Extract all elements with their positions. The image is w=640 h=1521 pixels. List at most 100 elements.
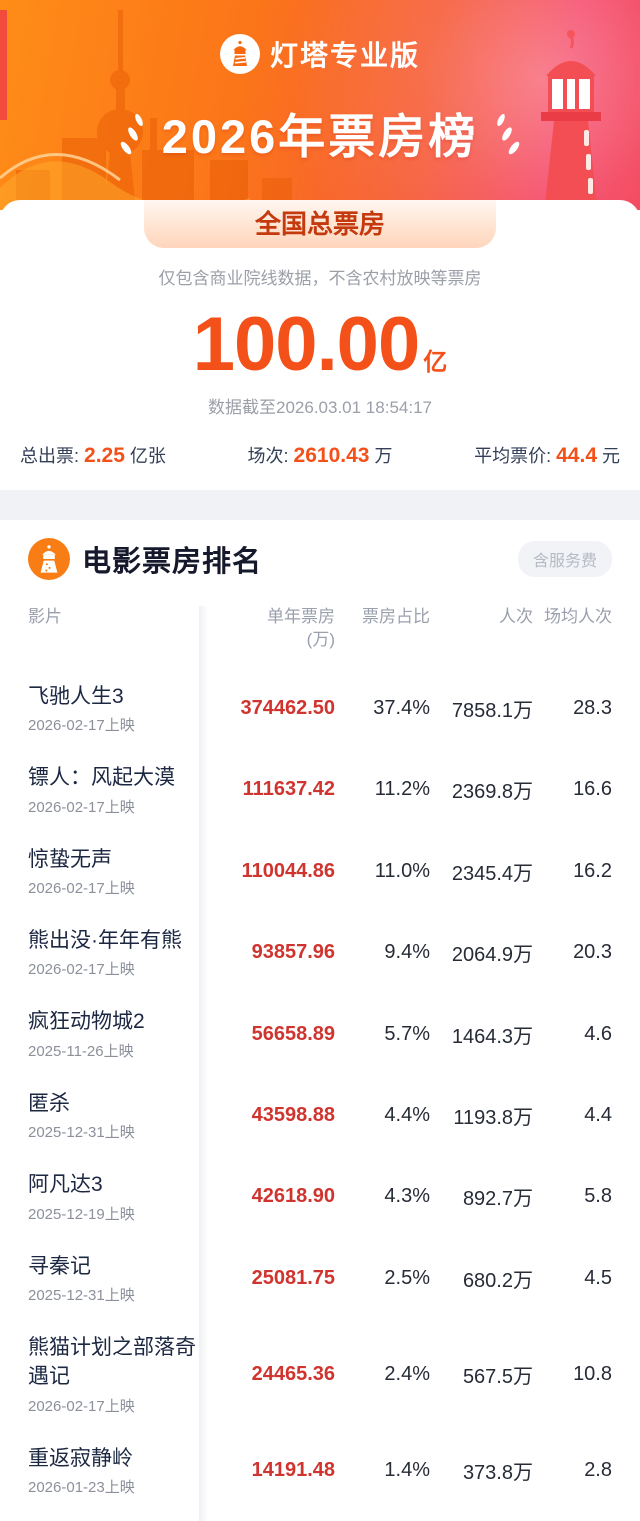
section-divider: [0, 490, 640, 520]
movie-release-date: 2026-02-17上映: [28, 798, 135, 816]
card-subtitle: 仅包含商业院线数据，不含农村放映等票房: [158, 269, 482, 288]
total-box-office: 100.00 亿: [0, 307, 640, 383]
per-show-value: 10.8: [573, 1362, 612, 1385]
box-office-value: 14191.48: [251, 1458, 335, 1481]
per-show-value: 16.6: [573, 778, 612, 801]
box-office-value: 43598.88: [251, 1104, 335, 1127]
movie-title: 熊猫计划之部落奇遇记: [28, 1336, 196, 1389]
table-row[interactable]: 镖人：风起大漠 2026-02-17上映 111637.42 11.2% 236…: [28, 749, 612, 830]
per-show-value: 28.3: [573, 697, 612, 720]
service-fee-badge: 含服务费: [517, 541, 612, 577]
column-header-per-show: 场均人次: [544, 607, 612, 626]
table-row[interactable]: 熊出没·年年有熊 2026-02-17上映 93857.96 9.4% 2064…: [28, 912, 612, 993]
table-row[interactable]: 疯狂动物城2 2025-11-26上映 56658.89 5.7% 1464.3…: [28, 993, 612, 1074]
movie-release-date: 2026-01-23上映: [28, 1479, 135, 1497]
ranking-table: 影片 单年票房 (万) 票房占比 人次 场均人次 飞驰人生3 2026-02-1…: [28, 606, 612, 1521]
movie-release-date: 2026-02-17上映: [28, 880, 135, 898]
movie-cell: 寻秦记 2025-12-31上映: [28, 1252, 203, 1305]
share-value: 9.4%: [384, 941, 430, 964]
laurel-left-icon: [120, 113, 143, 154]
movie-title: 重返寂静岭: [28, 1446, 133, 1470]
stat-screenings: 场次: 2610.43 万: [248, 442, 393, 468]
movie-release-date: 2025-12-31上映: [28, 1287, 135, 1304]
table-row[interactable]: 熊猫计划之部落奇遇记 2026-02-17上映 24465.36 2.4% 56…: [28, 1319, 612, 1430]
section-lighthouse-icon: [28, 538, 70, 580]
lighthouse-illustration: [541, 30, 601, 210]
box-office-value: 25081.75: [251, 1266, 335, 1289]
share-value: 4.4%: [384, 1104, 430, 1127]
movie-release-date: 2025-11-26上映: [28, 1042, 134, 1060]
column-header-share: 票房占比: [362, 607, 430, 626]
national-box-office-card: 全国总票房 仅包含商业院线数据，不含农村放映等票房 100.00 亿 数据截至20…: [0, 200, 640, 520]
table-row[interactable]: 飞驰人生3 2026-02-17上映 374462.50 37.4% 7858.…: [28, 668, 612, 749]
box-office-value: 56658.89: [251, 1022, 335, 1045]
stat-label: 平均票价:: [474, 446, 552, 466]
table-body: 飞驰人生3 2026-02-17上映 374462.50 37.4% 7858.…: [28, 668, 612, 1511]
page-title: 2026年票房榜: [161, 110, 479, 163]
page-title-row: 2026年票房榜: [0, 98, 640, 167]
stat-label: 场次:: [247, 446, 289, 466]
movie-release-date: 2026-02-17上映: [28, 1397, 135, 1415]
movie-release-date: 2026-02-17上映: [28, 717, 135, 735]
box-office-value: 374462.50: [240, 697, 335, 720]
total-box-office-unit: 亿: [423, 349, 448, 376]
table-row[interactable]: 匿杀 2025-12-31上映 43598.88 4.4% 1193.8万 4.…: [28, 1075, 612, 1156]
movie-release-date: 2025-12-19上映: [28, 1205, 135, 1223]
share-value: 11.0%: [374, 859, 430, 882]
data-cutoff-timestamp: 数据截至2026.03.01 18:54:17: [208, 398, 432, 417]
admissions-value: 1193.8万: [453, 1107, 533, 1130]
movie-title: 匿杀: [28, 1091, 70, 1115]
box-office-value: 93857.96: [251, 941, 335, 964]
stat-total-tickets: 总出票: 2.25 亿张: [20, 442, 166, 468]
share-value: 5.7%: [384, 1022, 430, 1045]
movie-cell: 熊猫计划之部落奇遇记 2026-02-17上映: [28, 1333, 203, 1416]
table-row[interactable]: 阿凡达3 2025-12-19上映 42618.90 4.3% 892.7万 5…: [28, 1156, 612, 1237]
table-row[interactable]: 寻秦记 2025-12-31上映 25081.75 2.5% 680.2万 4.…: [28, 1238, 612, 1319]
ranking-title: 电影票房排名: [82, 546, 263, 578]
lighthouse-logo-icon: [219, 34, 260, 74]
stat-unit: 万: [374, 446, 393, 466]
summary-stats-row: 总出票: 2.25 亿张 场次: 2610.43 万 平均票价: 44.4 元: [0, 442, 640, 468]
hero-header: 灯塔专业版 2026年票房榜: [0, 0, 640, 210]
movie-title: 疯狂动物城2: [28, 1010, 145, 1034]
app-name: 灯塔专业版: [269, 40, 420, 71]
stat-value: 2.25: [84, 444, 125, 467]
table-row[interactable]: 重返寂静岭 2026-01-23上映 14191.48 1.4% 373.8万 …: [28, 1430, 612, 1511]
movie-cell: 匿杀 2025-12-31上映: [28, 1089, 203, 1142]
stat-value: 2610.43: [293, 444, 370, 467]
total-box-office-value: 100.00: [192, 302, 420, 387]
movie-release-date: 2026-02-17上映: [28, 961, 135, 979]
per-show-value: 4.4: [584, 1104, 612, 1127]
movie-title: 熊出没·年年有熊: [28, 929, 182, 953]
movie-title: 惊蛰无声: [28, 847, 112, 871]
share-value: 2.4%: [384, 1362, 430, 1385]
movie-cell: 疯狂动物城2 2025-11-26上映: [28, 1007, 203, 1060]
admissions-value: 1464.3万: [451, 1025, 533, 1048]
box-office-value: 42618.90: [251, 1185, 335, 1208]
column-header-box-office-line2: (万): [306, 629, 335, 649]
movie-title: 寻秦记: [28, 1254, 91, 1278]
movie-cell: 重返寂静岭 2026-01-23上映: [28, 1444, 203, 1497]
movie-title: 阿凡达3: [28, 1173, 103, 1197]
movie-cell: 阿凡达3 2025-12-19上映: [28, 1170, 203, 1223]
share-value: 4.3%: [384, 1185, 430, 1208]
admissions-value: 2369.8万: [451, 781, 533, 804]
card-title-badge: 全国总票房: [144, 200, 496, 248]
movie-release-date: 2025-12-31上映: [28, 1124, 135, 1142]
movie-ranking-section: 电影票房排名 含服务费 影片 单年票房 (万) 票房占比 人次 场均人次 飞驰人…: [0, 520, 640, 1521]
movie-cell: 镖人：风起大漠 2026-02-17上映: [28, 763, 203, 816]
table-row[interactable]: 惊蛰无声 2026-02-17上映 110044.86 11.0% 2345.4…: [28, 831, 612, 912]
app-logo: 灯塔专业版: [0, 0, 640, 74]
admissions-value: 567.5万: [462, 1365, 533, 1388]
admissions-value: 2064.9万: [451, 944, 533, 967]
per-show-value: 4.5: [584, 1266, 612, 1289]
column-header-movie: 影片: [28, 607, 62, 626]
share-value: 37.4%: [373, 697, 430, 720]
box-office-value: 111637.42: [242, 778, 335, 801]
movie-title: 镖人：风起大漠: [28, 766, 175, 790]
admissions-value: 680.2万: [462, 1269, 533, 1292]
per-show-value: 20.3: [573, 941, 612, 964]
per-show-value: 16.2: [573, 859, 612, 882]
stat-value: 44.4: [556, 444, 597, 467]
